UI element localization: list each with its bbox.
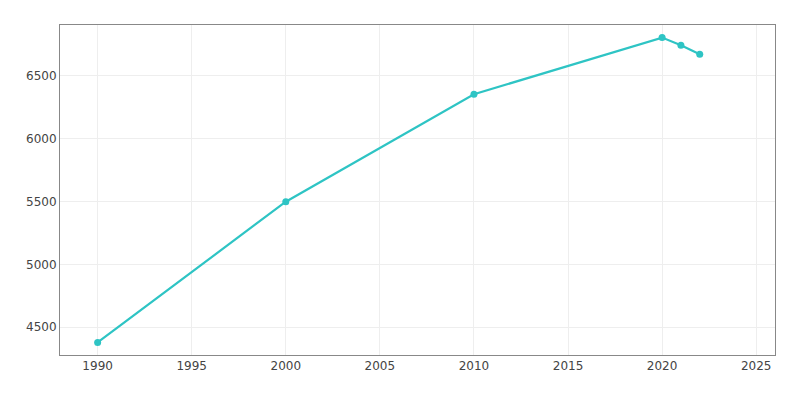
svg-text:2000: 2000 (271, 359, 302, 373)
svg-text:1990: 1990 (82, 359, 113, 373)
svg-text:2025: 2025 (741, 359, 772, 373)
svg-text:5500: 5500 (26, 195, 57, 209)
svg-text:6000: 6000 (26, 132, 57, 146)
svg-text:2020: 2020 (647, 359, 678, 373)
svg-text:2015: 2015 (553, 359, 584, 373)
svg-text:5000: 5000 (26, 258, 57, 272)
svg-text:2005: 2005 (365, 359, 396, 373)
svg-text:1995: 1995 (176, 359, 207, 373)
svg-text:2010: 2010 (459, 359, 490, 373)
svg-text:6500: 6500 (26, 69, 57, 83)
svg-text:4500: 4500 (26, 320, 57, 334)
